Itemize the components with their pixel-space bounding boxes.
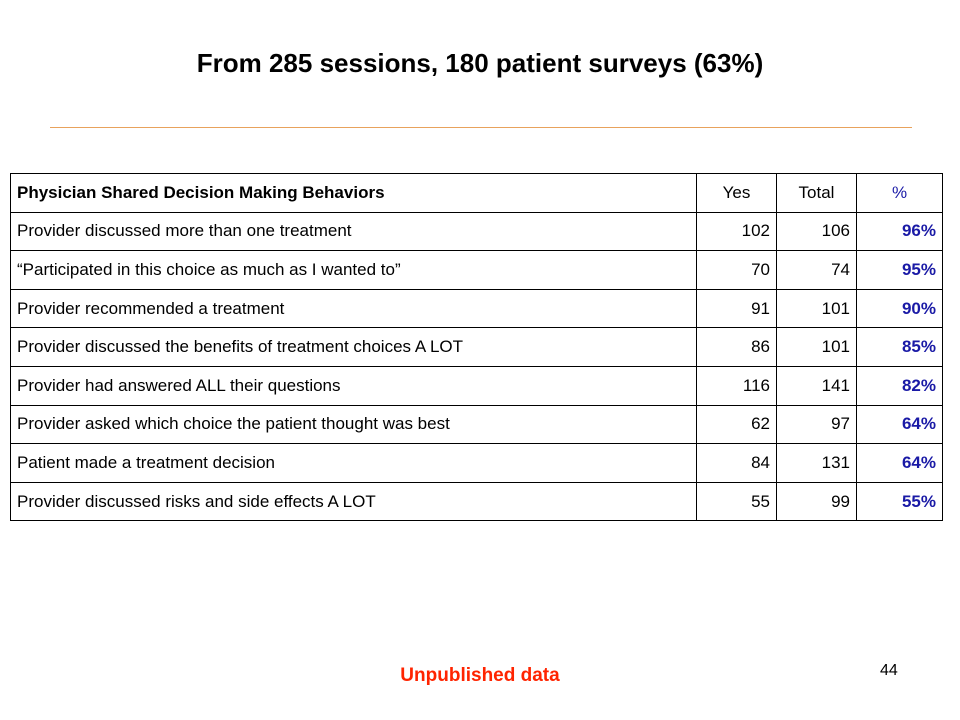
cell-yes: 84: [696, 443, 777, 483]
cell-percent: 64%: [856, 443, 943, 483]
page-number: 44: [880, 662, 898, 679]
cell-behavior: Provider discussed the benefits of treat…: [10, 327, 697, 367]
header-percent: %: [856, 173, 943, 213]
title-divider: [50, 127, 912, 128]
slide-title: From 285 sessions, 180 patient surveys (…: [196, 48, 764, 78]
cell-yes: 116: [696, 365, 777, 406]
cell-behavior: Provider asked which choice the patient …: [10, 404, 697, 445]
behaviors-table: Physician Shared Decision Making Behavio…: [10, 173, 943, 522]
cell-behavior: Patient made a treatment decision: [10, 443, 697, 483]
table-header-row: Physician Shared Decision Making Behavio…: [10, 173, 943, 213]
cell-total: 101: [776, 327, 857, 367]
cell-behavior: Provider discussed risks and side effect…: [10, 481, 697, 522]
cell-percent: 55%: [856, 481, 943, 522]
table-row: “Participated in this choice as much as …: [10, 250, 943, 290]
cell-percent: 82%: [856, 365, 943, 406]
header-total: Total: [776, 173, 857, 213]
cell-total: 106: [776, 211, 857, 252]
header-yes: Yes: [696, 173, 777, 213]
unpublished-data-note: Unpublished data: [400, 665, 560, 686]
cell-behavior: “Participated in this choice as much as …: [10, 250, 697, 290]
cell-yes: 55: [696, 481, 777, 522]
cell-percent: 85%: [856, 327, 943, 367]
cell-behavior: Provider discussed more than one treatme…: [10, 211, 697, 252]
header-behavior: Physician Shared Decision Making Behavio…: [10, 173, 697, 213]
cell-percent: 96%: [856, 211, 943, 252]
cell-yes: 102: [696, 211, 777, 252]
table-row: Patient made a treatment decision 84 131…: [10, 443, 943, 483]
cell-behavior: Provider had answered ALL their question…: [10, 365, 697, 406]
cell-yes: 86: [696, 327, 777, 367]
cell-percent: 90%: [856, 288, 943, 329]
cell-percent: 64%: [856, 404, 943, 445]
cell-total: 97: [776, 404, 857, 445]
cell-total: 101: [776, 288, 857, 329]
cell-yes: 91: [696, 288, 777, 329]
cell-total: 99: [776, 481, 857, 522]
cell-behavior: Provider recommended a treatment: [10, 288, 697, 329]
cell-yes: 62: [696, 404, 777, 445]
table-row: Provider discussed more than one treatme…: [10, 211, 943, 252]
cell-total: 131: [776, 443, 857, 483]
table-row: Provider had answered ALL their question…: [10, 365, 943, 406]
cell-total: 74: [776, 250, 857, 290]
table-row: Provider discussed the benefits of treat…: [10, 327, 943, 367]
table-row: Provider recommended a treatment 91 101 …: [10, 288, 943, 329]
cell-percent: 95%: [856, 250, 943, 290]
cell-yes: 70: [696, 250, 777, 290]
table-row: Provider discussed risks and side effect…: [10, 481, 943, 522]
table-row: Provider asked which choice the patient …: [10, 404, 943, 445]
cell-total: 141: [776, 365, 857, 406]
